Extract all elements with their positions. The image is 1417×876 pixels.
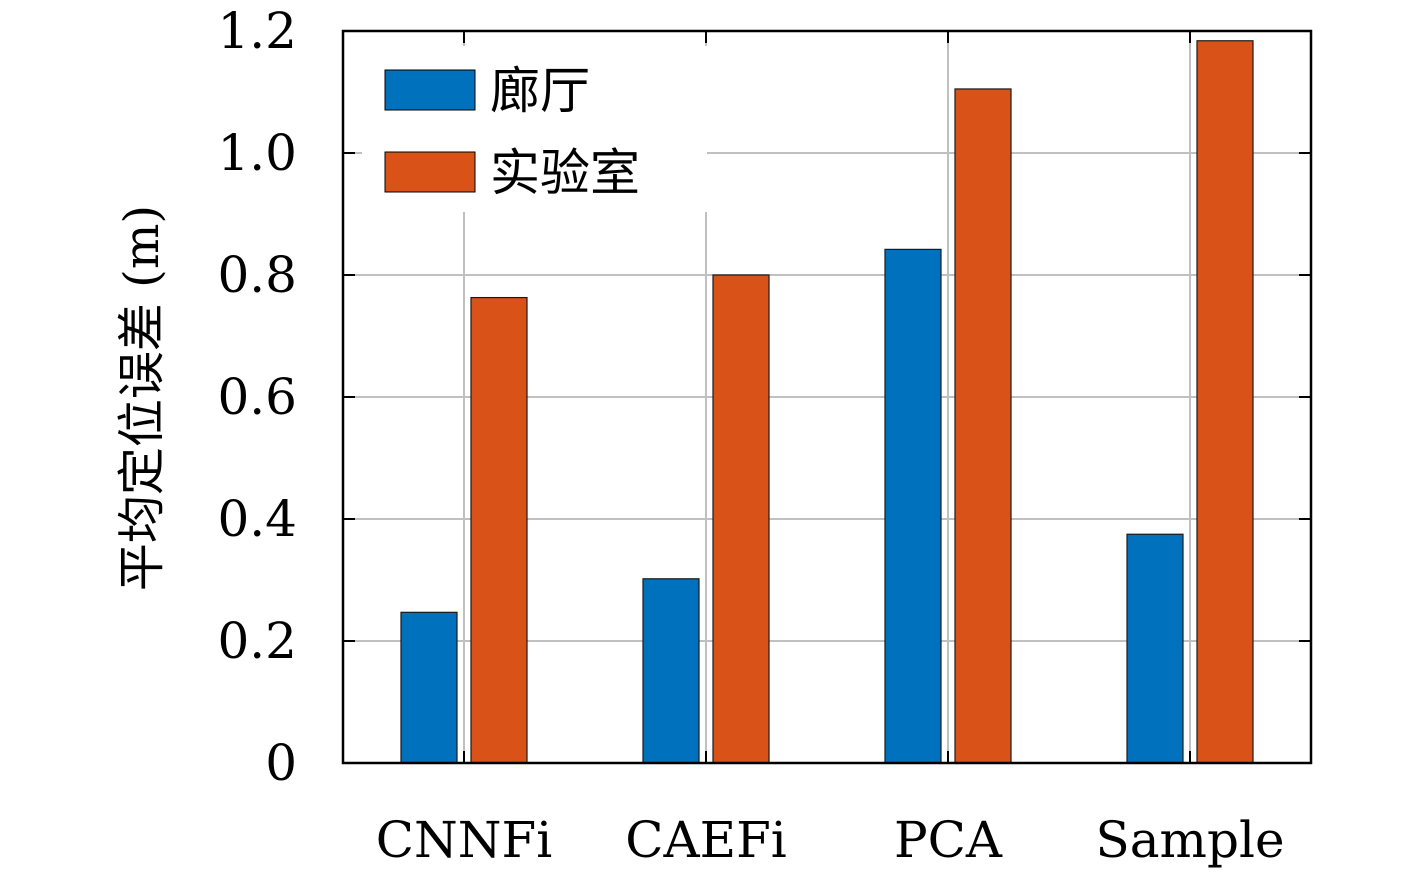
bar-corridor-sample [1126, 533, 1184, 764]
legend-label-corridor: 廊厅 [490, 62, 590, 120]
bar-corridor-pca [884, 248, 942, 764]
x-tick-label: CNNFi [376, 811, 552, 869]
y-tick-label: 0.6 [217, 368, 297, 426]
bar-lab-sample [1196, 40, 1254, 764]
legend-swatch-lab [384, 151, 476, 193]
legend-label-lab: 实验室 [490, 144, 640, 202]
y-tick-label: 1.2 [217, 2, 297, 60]
bar-lab-cnnfi [470, 296, 528, 764]
y-tick-label: 0.4 [217, 490, 297, 548]
legend: 廊厅 实验室 [362, 46, 707, 212]
y-tick-label: 0.2 [217, 612, 297, 670]
y-tick-label: 1.0 [217, 124, 297, 182]
bar-corridor-cnnfi [400, 611, 458, 764]
bars [400, 40, 1254, 764]
y-axis-title: 平均定位误差 (m) [114, 205, 170, 591]
y-tick-labels: 0 0.2 0.4 0.6 0.8 1.0 1.2 [217, 2, 297, 792]
y-tick-label: 0 [265, 734, 297, 792]
x-tick-label: CAEFi [625, 811, 787, 869]
bar-lab-caefi [712, 274, 770, 764]
legend-swatch-corridor [384, 69, 476, 111]
x-tick-labels: CNNFi CAEFi PCA Sample [376, 811, 1285, 869]
bar-lab-pca [954, 88, 1012, 764]
bar-corridor-caefi [642, 578, 700, 764]
y-tick-label: 0.8 [217, 246, 297, 304]
axis-ticks [343, 30, 1311, 764]
x-tick-label: Sample [1095, 811, 1284, 869]
x-tick-label: PCA [894, 811, 1003, 869]
